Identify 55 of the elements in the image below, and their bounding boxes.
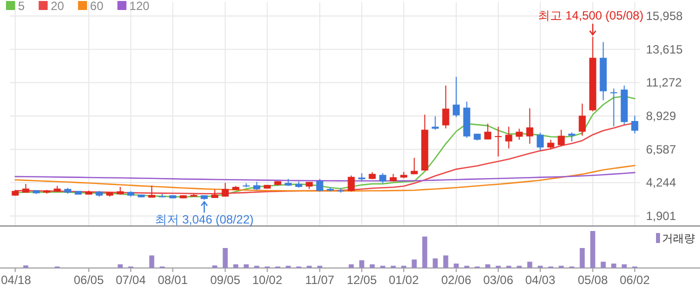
x-tick-label: 06/05 xyxy=(74,273,104,287)
bar xyxy=(485,264,490,268)
legend-label: 5 xyxy=(18,0,25,13)
x-tick-label: 11/07 xyxy=(305,273,335,287)
x-tick-label: 04/18 xyxy=(1,273,32,287)
legend-label: 120 xyxy=(129,0,150,13)
bar xyxy=(149,255,154,268)
bar xyxy=(527,262,532,268)
bar xyxy=(212,265,218,268)
bar xyxy=(359,260,364,268)
x-tick-label: 07/04 xyxy=(116,273,146,287)
x-tick-label: 12/05 xyxy=(346,273,378,287)
x-tick-label: 02/06 xyxy=(441,273,472,287)
bar xyxy=(580,248,585,268)
bar xyxy=(23,265,28,268)
x-tick-label: 03/06 xyxy=(483,273,514,287)
legend: 20 xyxy=(38,0,64,13)
bar xyxy=(454,264,459,268)
legend-label: 거래량 xyxy=(662,233,695,245)
x-tick-label: 01/02 xyxy=(388,273,420,287)
bar xyxy=(222,248,228,268)
bar xyxy=(412,259,417,268)
bar xyxy=(118,264,123,268)
legend: 120 xyxy=(117,0,150,13)
bar xyxy=(422,236,428,268)
y-tick-label: 1,901 xyxy=(646,209,676,224)
y-tick-label: 4,244 xyxy=(646,176,676,190)
annotation: 최저 3,046 (08/22) xyxy=(154,212,254,227)
bar xyxy=(432,258,438,268)
bar xyxy=(443,255,448,268)
y-tick-label: 8,929 xyxy=(646,109,676,124)
legend: 60 xyxy=(78,0,104,13)
y-tick-label: 15,958 xyxy=(646,9,684,23)
x-tick-label: 10/02 xyxy=(252,273,283,287)
bar xyxy=(348,264,354,268)
bar xyxy=(611,264,616,268)
y-tick-label: 13,615 xyxy=(646,42,684,56)
x-tick-label: 08/01 xyxy=(158,273,188,287)
legend-label: 60 xyxy=(90,0,104,13)
legend: 5 xyxy=(6,0,25,13)
annotation: 최고 14,500 (05/08) xyxy=(538,8,644,23)
x-tick-label: 05/08 xyxy=(578,273,608,287)
x-tick-label: 09/05 xyxy=(210,273,241,287)
bar xyxy=(590,231,596,268)
legend-label: 20 xyxy=(50,0,64,13)
bar xyxy=(600,262,606,268)
bar xyxy=(622,264,627,268)
y-tick-label: 6,587 xyxy=(646,142,676,156)
bar xyxy=(244,264,249,268)
y-tick-label: 11,272 xyxy=(646,76,682,90)
x-tick-label: 06/02 xyxy=(620,273,650,287)
bar xyxy=(233,264,238,268)
x-tick-label: 04/03 xyxy=(525,273,556,287)
bar xyxy=(370,264,375,268)
legend: 거래량 xyxy=(656,233,695,245)
